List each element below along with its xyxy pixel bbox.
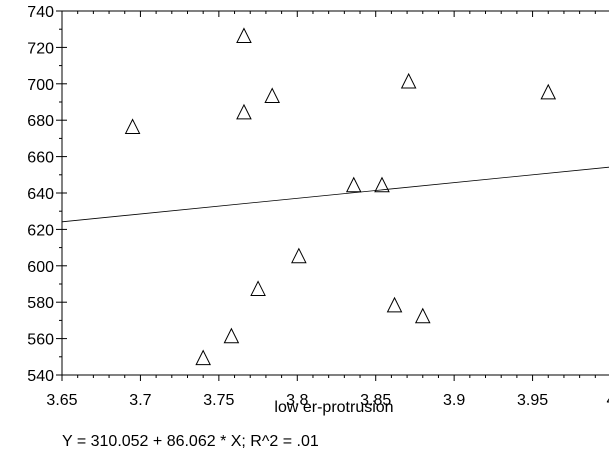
data-point-triangle [195,349,211,366]
data-points [124,27,557,366]
y-tick-label: 560 [27,332,54,349]
x-tick-label: 3.8 [286,392,308,409]
data-point-triangle [345,176,362,193]
x-axis: 3.65 3.7 3.75 3.8 3.85 3.9 3.95 4 [46,11,609,409]
y-axis: 540 560 580 600 620 640 660 680 700 720 740 [27,4,67,385]
data-point-triangle [540,83,557,100]
x-tick-label: 3.65 [46,392,77,409]
regression-line-segment [61,166,609,223]
data-point-triangle [124,118,141,134]
data-point-triangle [264,87,280,104]
x-tick-label: 3.7 [129,392,151,409]
y-tick-label: 680 [27,113,54,130]
data-point-triangle [374,176,390,193]
data-point-triangle [223,327,240,344]
plot-area [61,10,609,376]
plot-frame [61,10,609,376]
data-point-triangle [386,296,403,313]
data-point-triangle [236,27,252,43]
regression-line [61,166,609,223]
y-tick-label: 540 [27,368,54,385]
y-tick-label: 620 [27,222,54,239]
y-tick-label: 700 [27,77,54,94]
y-tick-label: 600 [27,259,54,276]
y-tick-label: 720 [27,40,54,57]
x-tick-label: 3.75 [203,392,234,409]
data-point-triangle [291,247,307,264]
y-tick-label: 580 [27,295,54,312]
y-tick-label: 740 [27,4,54,21]
x-tick-label: 3.9 [443,392,465,409]
x-tick-label: 3.95 [517,392,548,409]
data-point-triangle [400,72,417,89]
data-point-triangle [250,280,266,296]
y-tick-label: 660 [27,150,54,167]
data-point-triangle [236,103,252,120]
regression-equation: Y = 310.052 + 86.062 * X; R^2 = .01 [62,433,319,450]
data-point-triangle [414,307,431,324]
y-tick-label: 640 [27,186,54,203]
x-axis-title: low er-protrusion [274,399,393,416]
x-tick-label: 4 [607,392,609,409]
x-tick-label: 3.85 [360,392,391,409]
